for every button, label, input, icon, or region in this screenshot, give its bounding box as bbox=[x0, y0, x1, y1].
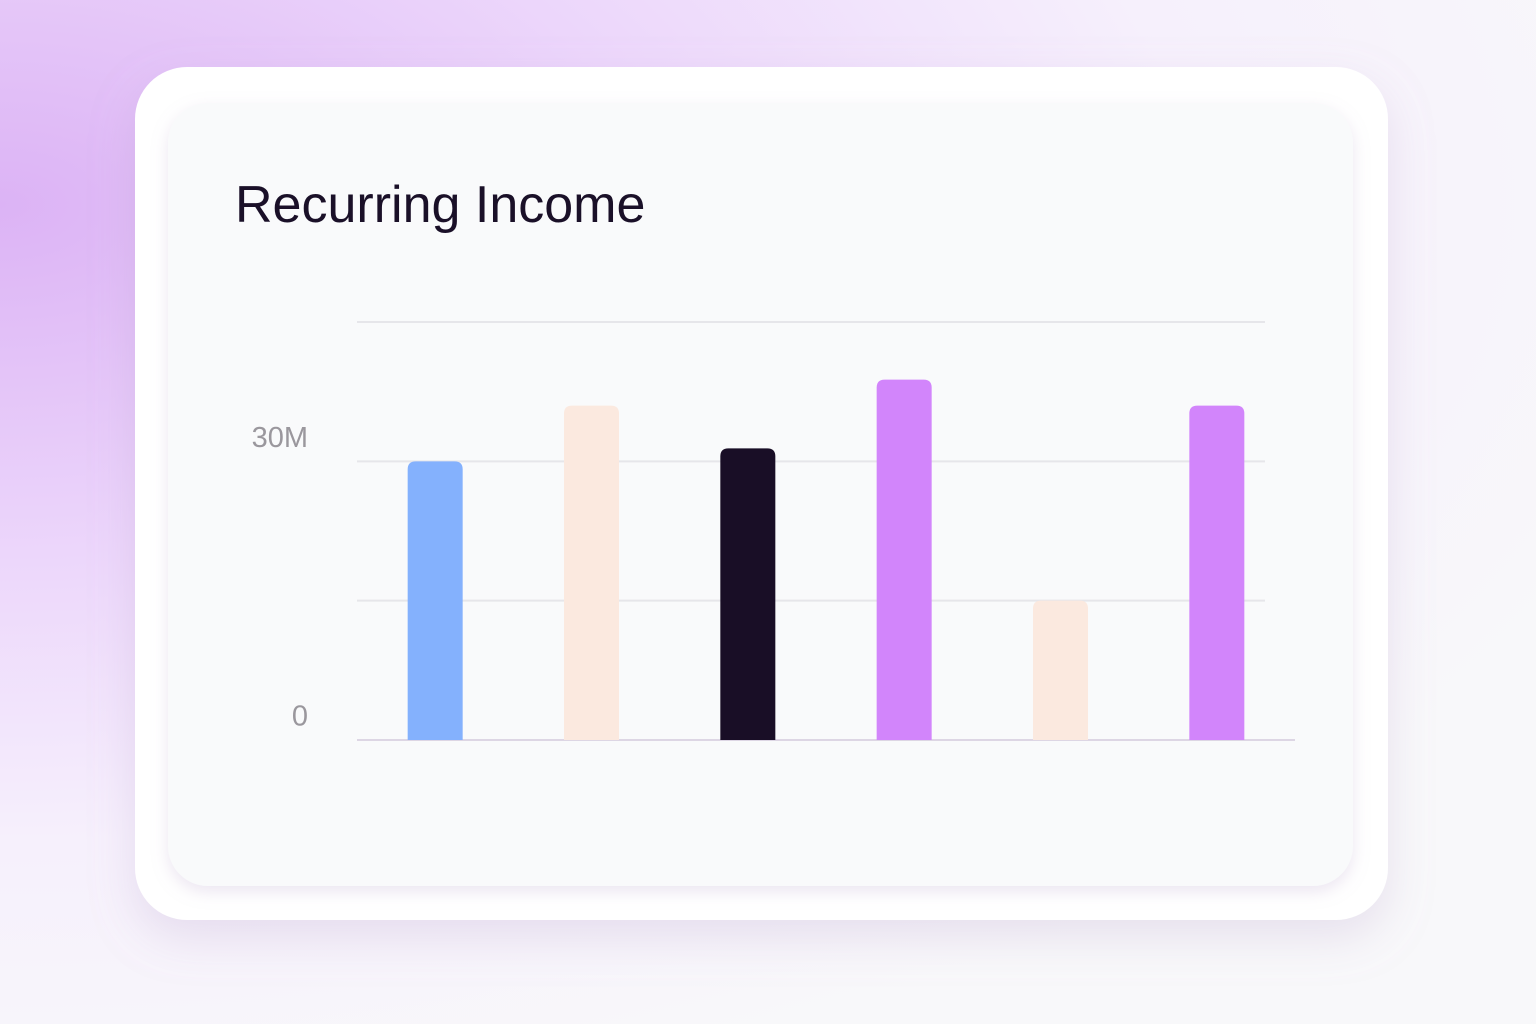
bar bbox=[1189, 405, 1245, 740]
bar bbox=[407, 461, 463, 740]
y-tick-label: 0 bbox=[292, 701, 308, 733]
bar bbox=[1033, 600, 1088, 740]
y-tick-label: 30M bbox=[252, 422, 308, 454]
bar bbox=[720, 448, 776, 740]
bar bbox=[876, 379, 932, 740]
bar bbox=[564, 405, 619, 740]
chart-title: Recurring Income bbox=[235, 176, 645, 234]
